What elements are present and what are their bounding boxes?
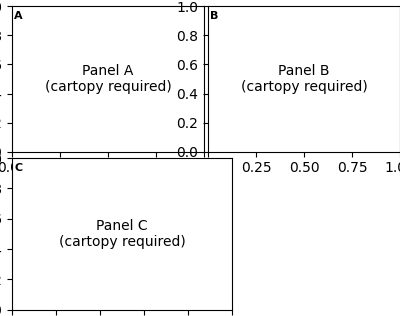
Text: Panel B
(cartopy required): Panel B (cartopy required) — [241, 64, 367, 94]
Text: C: C — [14, 162, 22, 173]
Text: B: B — [210, 11, 218, 21]
Text: Panel A
(cartopy required): Panel A (cartopy required) — [45, 64, 171, 94]
Text: A: A — [14, 11, 22, 21]
Text: Panel C
(cartopy required): Panel C (cartopy required) — [59, 219, 185, 249]
